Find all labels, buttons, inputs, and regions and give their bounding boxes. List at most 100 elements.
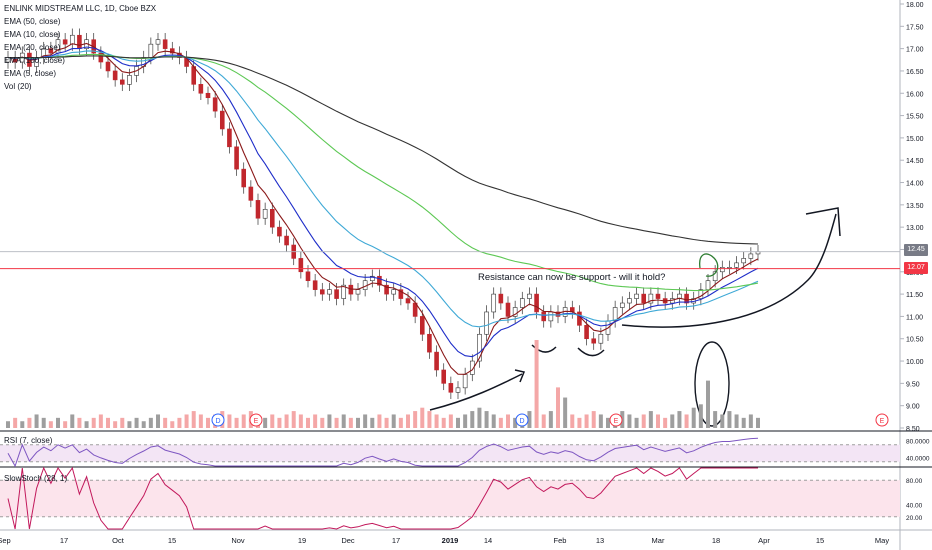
candle-body xyxy=(334,289,339,299)
volume-bar xyxy=(170,421,175,428)
volume-bar xyxy=(384,417,389,428)
price-tick-label: 16.00 xyxy=(906,91,924,98)
candle-body xyxy=(484,311,489,335)
legend-ema-100: EMA (100, close) xyxy=(4,56,65,65)
volume-bar xyxy=(463,414,468,428)
event-label: E xyxy=(254,418,259,425)
candle-body xyxy=(505,302,511,317)
volume-bar xyxy=(420,407,425,428)
candle-body xyxy=(377,275,382,286)
candle-body xyxy=(541,311,547,322)
volume-bar xyxy=(648,411,653,428)
event-marker xyxy=(875,413,889,427)
price-tick-label: 16.50 xyxy=(906,69,924,76)
candle-body xyxy=(305,271,311,282)
left-shoulder-curve xyxy=(531,344,557,353)
candle-body xyxy=(419,316,425,335)
x-tick-label: Sep xyxy=(0,536,11,545)
volume-bar xyxy=(306,417,310,428)
last-price-label: 12.45 xyxy=(904,244,928,256)
volume-bar xyxy=(756,417,760,428)
candle-body xyxy=(319,289,325,295)
candle-body xyxy=(62,39,68,45)
candle-body xyxy=(284,235,289,246)
candle-body xyxy=(427,333,432,353)
volume-bar xyxy=(527,411,532,428)
volume-bar xyxy=(491,414,496,428)
candle-body xyxy=(748,253,754,259)
stoch-tick-label: 40.00 xyxy=(906,503,923,510)
volume-bar xyxy=(163,417,168,428)
rsi-legend: RSI (7, close) xyxy=(4,436,53,445)
candle-body xyxy=(477,333,482,362)
right-shoulder-curve xyxy=(577,347,605,357)
volume-bar xyxy=(684,414,689,428)
event-marker xyxy=(211,413,225,427)
volume-bar xyxy=(641,414,646,428)
volume-bar xyxy=(598,414,603,428)
legend-ema-20: EMA (20, close) xyxy=(4,43,61,52)
candle-body xyxy=(384,284,389,295)
x-tick-label: 17 xyxy=(60,536,68,545)
candle-body xyxy=(741,258,747,264)
volume-bar xyxy=(484,411,489,428)
volume-bar xyxy=(698,404,703,428)
candle-body xyxy=(369,275,375,282)
volume-bar xyxy=(70,414,75,428)
candle-body xyxy=(534,293,539,313)
volume-bar xyxy=(663,417,668,428)
candle-body xyxy=(627,298,632,304)
candle-body xyxy=(512,307,518,317)
candle-body xyxy=(469,360,475,375)
candle-body xyxy=(248,186,254,201)
x-tick-label: Oct xyxy=(112,536,125,545)
price-tick-label: 11.50 xyxy=(906,292,923,299)
x-tick-label: Apr xyxy=(758,536,770,545)
event-marker xyxy=(609,413,623,427)
volume-bar xyxy=(234,417,239,428)
price-tick-label: 15.00 xyxy=(906,136,924,143)
volume-bar xyxy=(348,417,353,428)
volume-bar xyxy=(127,421,132,428)
event-label: D xyxy=(519,418,524,425)
volume-bar xyxy=(706,380,710,428)
x-tick-label: 19 xyxy=(298,536,306,545)
candle-body xyxy=(341,284,347,299)
volume-bar xyxy=(313,414,318,428)
volume-bar xyxy=(734,414,739,428)
candle-body xyxy=(398,289,404,299)
volume-bar xyxy=(77,417,82,428)
candle-body xyxy=(705,280,711,290)
candle-body xyxy=(655,293,661,299)
volume-bar xyxy=(198,414,203,428)
stoch-tick-label: 80.00 xyxy=(906,478,923,485)
volume-bar xyxy=(141,421,146,428)
volume-bar xyxy=(134,417,139,428)
candle-body xyxy=(641,293,647,304)
ema-20-line xyxy=(7,50,759,328)
volume-bar xyxy=(591,411,596,428)
volume-bar xyxy=(456,417,460,428)
candle-body xyxy=(255,200,261,219)
candle-body xyxy=(98,52,104,63)
x-tick-label: 15 xyxy=(816,536,824,545)
volume-bar xyxy=(277,417,282,428)
volume-bar xyxy=(84,421,89,428)
volume-bar xyxy=(556,387,560,428)
volume-bar xyxy=(427,411,432,428)
candle-body xyxy=(519,298,525,308)
volume-bar xyxy=(20,421,25,428)
volume-bar xyxy=(370,417,375,428)
x-tick-label: Mar xyxy=(652,536,665,545)
cup-curve xyxy=(621,213,837,328)
volume-bar xyxy=(677,411,682,428)
volume-bar xyxy=(548,411,553,428)
candle-body xyxy=(598,333,604,344)
candle-body xyxy=(441,369,447,384)
candle-body xyxy=(312,280,318,290)
volume-bar xyxy=(656,414,660,428)
volume-bar xyxy=(148,417,153,428)
volume-bar xyxy=(334,417,339,428)
candle-body xyxy=(391,289,397,295)
